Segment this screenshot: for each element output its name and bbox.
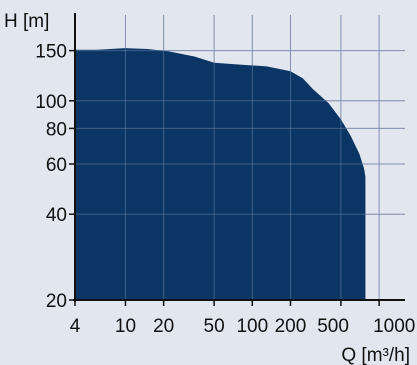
- y-tick-label: 60: [46, 155, 67, 176]
- x-tick-labels: 4 10 20 50 100 200 500 1000: [70, 300, 415, 337]
- grid-lines-overlay: [74, 15, 405, 301]
- y-tick-label: 150: [35, 42, 67, 63]
- y-tick-labels: 20 40 60 80 100 150: [35, 42, 75, 312]
- x-axis-label: Q [m³/h]: [341, 345, 410, 365]
- y-axis-label: H [m]: [4, 11, 49, 32]
- envelope-area: [75, 48, 366, 300]
- y-tick-label: 20: [46, 291, 67, 312]
- y-tick-label: 80: [46, 119, 67, 140]
- x-tick-label: 200: [275, 316, 307, 337]
- x-tick-label: 50: [204, 316, 225, 337]
- x-tick-label: 500: [317, 316, 349, 337]
- y-tick-label: 40: [46, 205, 67, 226]
- axes: [73, 13, 405, 302]
- x-tick-label: 1000: [373, 316, 415, 337]
- x-tick-label: 20: [153, 316, 174, 337]
- x-tick-label: 10: [115, 316, 136, 337]
- x-tick-label: 100: [236, 316, 268, 337]
- x-tick-label: 4: [70, 316, 81, 337]
- y-tick-label: 100: [35, 92, 67, 113]
